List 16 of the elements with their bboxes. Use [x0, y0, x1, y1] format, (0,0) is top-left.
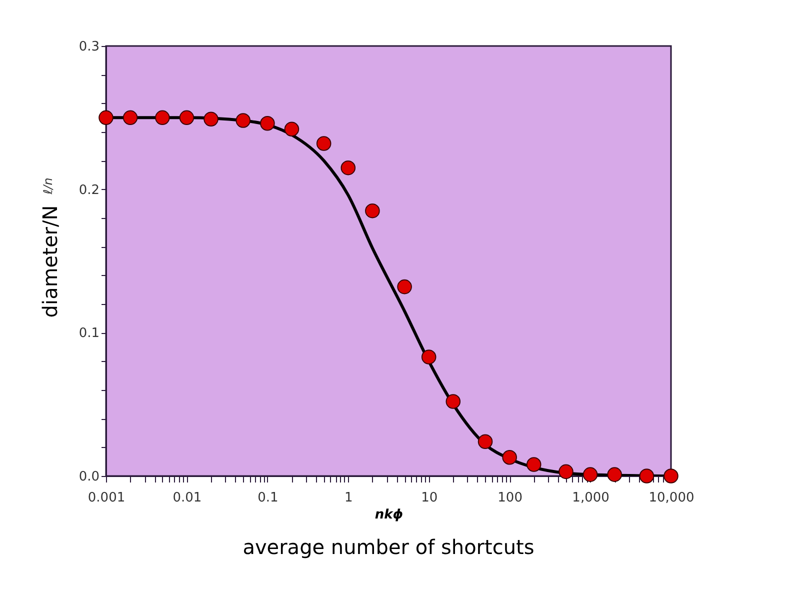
x-tick-label: 1,000 — [572, 490, 610, 506]
y-tick-label: 0.3 — [78, 40, 100, 54]
x-tick-label: 100 — [498, 490, 522, 506]
y-axis-title: diameter/N — [38, 205, 62, 318]
x-tick-label: 0.1 — [258, 490, 278, 506]
text: average number of shortcuts — [242, 535, 534, 559]
x-tick-label: 10,000 — [648, 490, 694, 506]
y-tick-label: 0.2 — [78, 182, 100, 198]
x-tick-label: 0.001 — [88, 490, 126, 506]
x-tick-label: 10 — [421, 490, 438, 506]
y-tick-label: 0.1 — [78, 326, 100, 342]
y-tick-label: 0.0 — [78, 470, 100, 484]
x-tick-label: 0.01 — [172, 490, 202, 506]
text: ℓ/n — [41, 178, 55, 196]
x-axis-title: nkϕ — [374, 508, 404, 522]
x-tick-label: 1 — [344, 490, 353, 506]
